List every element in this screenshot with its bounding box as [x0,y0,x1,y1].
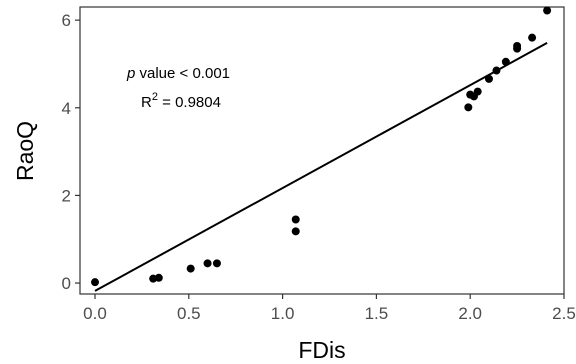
r-squared-annotation: R2 = 0.9804 [141,91,221,111]
x-tick-label: 1.0 [271,304,295,323]
data-point [492,66,501,75]
data-point [543,6,552,15]
r2-value-text: = 0.9804 [158,94,221,111]
data-point [513,41,522,50]
data-point [154,273,163,282]
data-point [484,74,493,83]
data-point [528,33,537,42]
data-point [212,259,221,268]
data-point [291,227,300,236]
data-point [473,87,482,96]
r2-base: R [141,94,152,111]
data-points [91,6,552,287]
x-tick-label: 0.0 [83,304,107,323]
p-value-annotation: p value < 0.001 [126,65,230,82]
plot-panel [79,6,565,295]
data-point [91,278,100,287]
y-tick-label: 4 [62,99,71,118]
y-axis-title: RaoQ [12,121,38,181]
r2-superscript: 2 [152,91,158,103]
p-value-text: value < 0.001 [135,65,230,82]
y-tick-label: 6 [62,11,71,30]
data-point [501,57,510,66]
x-tick-label: 2.0 [458,304,482,323]
data-point [291,215,300,224]
data-point [464,103,473,112]
axis-ticks: 0.0 0.5 1.0 1.5 2.0 2.5 0 2 4 6 [62,11,576,323]
x-tick-label: 0.5 [177,304,201,323]
data-point [186,264,195,273]
regression-line [94,42,548,292]
y-tick-label: 2 [62,186,71,205]
x-tick-label: 1.5 [365,304,389,323]
data-point [203,259,212,268]
x-tick-label: 2.5 [552,304,576,323]
x-axis-title: FDis [298,337,345,363]
y-tick-label: 0 [62,274,71,293]
p-symbol: p [126,65,135,82]
